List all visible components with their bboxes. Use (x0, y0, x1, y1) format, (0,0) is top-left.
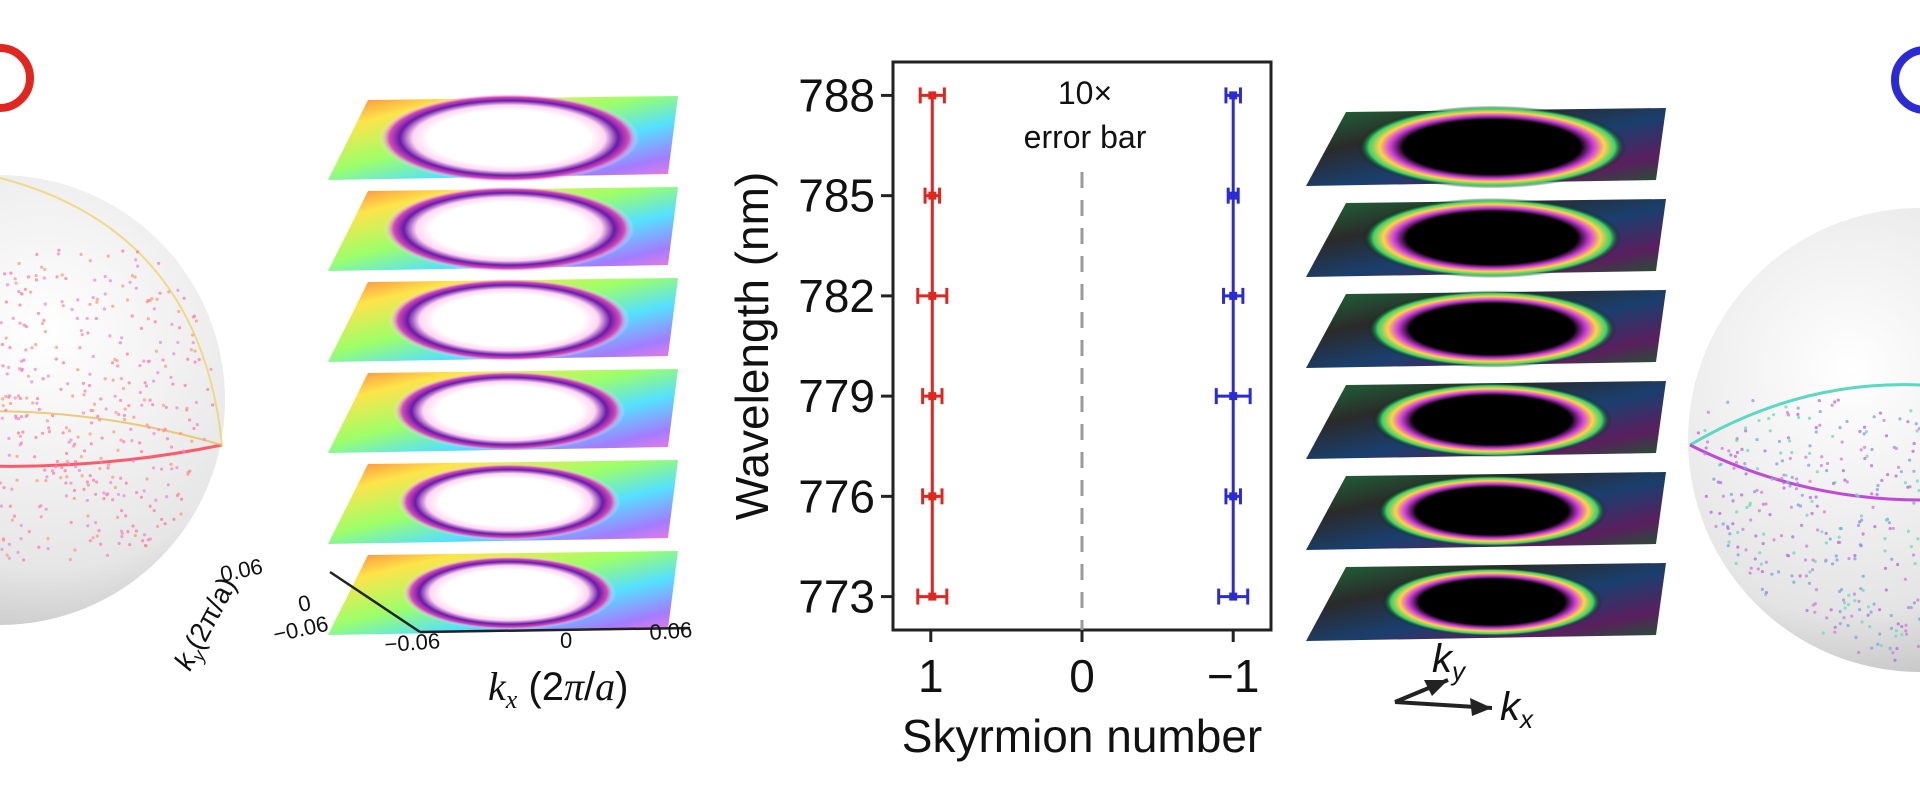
right-sphere-points (1696, 398, 1920, 662)
data-point (1229, 592, 1238, 601)
k-plane (1306, 381, 1666, 459)
y-tick-label: 776 (798, 470, 875, 522)
y-tick-label: 782 (798, 270, 875, 322)
x-tick-label: 1 (918, 650, 944, 702)
y-tick-label: 773 (798, 571, 875, 623)
k-plane (328, 186, 678, 272)
ky-axis-label: ky(2π/a) (168, 572, 246, 677)
k-plane (328, 551, 678, 635)
data-point (928, 191, 937, 200)
y-ticks: 773 776 779 782 785 788 (798, 69, 893, 623)
k-plane (1306, 105, 1666, 189)
left-sphere-points (0, 248, 215, 562)
kx-tick-left: −0.06 (384, 628, 441, 657)
skyrmion-chart: 773 776 779 782 785 788 1 0 −1 10× error bar Wa… (726, 60, 1273, 762)
x-tick-label: −1 (1207, 650, 1259, 702)
data-point (1229, 191, 1238, 200)
x-tick-label: 0 (1069, 650, 1095, 702)
x-ticks: 1 0 −1 (918, 630, 1259, 702)
right-kx-label: kx (1500, 685, 1534, 734)
series-1 (1214, 87, 1252, 605)
data-point (928, 492, 937, 501)
data-point (928, 91, 937, 100)
right-plane-stack (1306, 105, 1666, 641)
data-point (928, 392, 937, 401)
k-plane (328, 460, 678, 544)
k-plane (1306, 563, 1666, 641)
k-plane (328, 369, 678, 453)
data-point (1229, 392, 1238, 401)
series-0 (916, 87, 949, 605)
k-plane (1306, 198, 1666, 278)
left-polarization-icon (0, 44, 34, 112)
data-point (1229, 291, 1238, 300)
data-point (1229, 91, 1238, 100)
right-sphere (1688, 208, 1920, 672)
left-plane-stack (328, 93, 678, 635)
kx-tick-mid: 0 (560, 628, 572, 653)
kx-axis-label: kx (2π/a) (488, 664, 629, 714)
annotation-line-1: 10× (1058, 75, 1112, 111)
right-ky-label: ky (1432, 637, 1467, 686)
k-plane (1306, 290, 1666, 368)
right-polarization-icon (1891, 46, 1920, 114)
data-point (928, 291, 937, 300)
x-axis-title: Skyrmion number (902, 710, 1262, 762)
right-k-axes: ky kx (1394, 637, 1534, 734)
y-tick-label: 785 (798, 170, 875, 222)
y-tick-label: 788 (798, 69, 875, 121)
k-plane (1306, 472, 1666, 550)
series (916, 87, 1252, 605)
left-sphere (0, 175, 225, 625)
y-tick-label: 779 (798, 370, 875, 422)
data-point (1229, 492, 1238, 501)
data-point (928, 592, 937, 601)
k-plane (328, 278, 678, 362)
annotation-line-2: error bar (1024, 119, 1147, 155)
ky-tick-mid: 0 (296, 590, 313, 617)
y-axis-title: Wavelength (nm) (726, 172, 778, 521)
k-plane (328, 93, 678, 183)
kx-tick-right: 0.06 (649, 617, 693, 645)
ky-tick-bottom: −0.06 (271, 611, 331, 647)
